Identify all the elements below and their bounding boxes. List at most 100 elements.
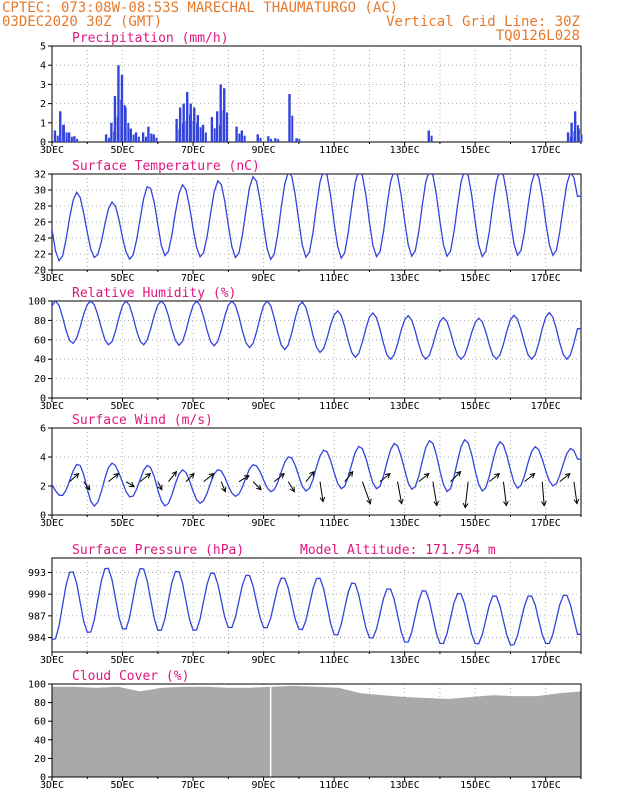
wind-arrow <box>185 473 195 483</box>
wind-arrow <box>397 481 403 504</box>
precip-bar <box>270 138 273 142</box>
precip-bar <box>277 139 280 142</box>
series-line <box>52 567 581 646</box>
precip-bar <box>123 105 126 142</box>
precip-bar <box>259 137 262 142</box>
precip-bar <box>576 125 579 142</box>
precip-bar <box>67 132 71 142</box>
y-tick-label: 20 <box>34 374 46 385</box>
wind-arrow <box>319 481 324 502</box>
wind-arrow-head <box>221 486 227 493</box>
x-tick-label: 13DEC <box>390 780 420 791</box>
precip-bar <box>178 129 181 142</box>
x-tick-label: 7DEC <box>181 518 205 529</box>
precip-bar <box>580 134 583 142</box>
wind-arrow-head <box>129 482 135 488</box>
precip-bar <box>76 138 79 142</box>
precip-bar <box>243 135 246 142</box>
y-tick-label: 100 <box>28 680 46 691</box>
precip-bar <box>213 128 216 142</box>
precip-bar <box>185 120 188 142</box>
precip-bar <box>573 131 576 142</box>
x-tick-label: 11DEC <box>319 780 349 791</box>
x-tick-label: 9DEC <box>252 145 276 156</box>
wind-arrow-head <box>398 498 404 505</box>
precip-bar <box>65 132 68 142</box>
precip-bar <box>201 124 205 142</box>
precip-bar <box>569 136 572 142</box>
precip-bar <box>104 134 108 142</box>
precip-bar <box>219 84 222 142</box>
header-date: 03DEC2020 30Z (GMT) <box>2 14 162 30</box>
x-tick-label: 15DEC <box>460 655 490 666</box>
y-tick-label: 0 <box>40 511 46 522</box>
panel-frame <box>51 45 582 143</box>
model-altitude: Model Altitude: 171.754 m <box>300 543 496 558</box>
precip-bar <box>192 120 195 142</box>
x-tick-label: 11DEC <box>319 401 349 412</box>
y-tick-label: 0 <box>40 394 46 405</box>
precip-bar <box>204 132 207 142</box>
precip-bar <box>70 136 73 142</box>
precip-bar <box>427 130 430 142</box>
y-tick-label: 22 <box>34 250 46 261</box>
precip-bar <box>256 134 259 142</box>
panel-title: Surface Pressure (hPa) <box>72 543 244 558</box>
precip-bar <box>150 133 153 142</box>
x-tick-label: 17DEC <box>531 145 561 156</box>
precip-bar <box>240 130 244 142</box>
header-line-1: CPTEC: 073:08W-08:53S MARECHAL THAUMATUR… <box>2 0 398 16</box>
wind-arrow-head <box>503 500 509 507</box>
y-tick-label: 990 <box>28 590 46 601</box>
y-tick-label: 32 <box>34 170 46 181</box>
precip-bar <box>196 122 199 142</box>
x-tick-label: 7DEC <box>181 780 205 791</box>
panel-frame <box>51 557 582 653</box>
wind-arrow <box>305 471 315 482</box>
wind-arrow <box>432 481 438 506</box>
wind-arrow <box>379 473 391 483</box>
y-tick-label: 40 <box>34 735 46 746</box>
wind-arrow-head <box>384 472 391 479</box>
x-tick-label: 11DEC <box>319 273 349 284</box>
x-tick-label: 15DEC <box>460 273 490 284</box>
wind-arrow-head <box>256 484 262 491</box>
y-tick-label: 1 <box>40 118 46 129</box>
y-tick-label: 40 <box>34 355 46 366</box>
x-tick-label: 5DEC <box>110 655 134 666</box>
y-tick-label: 2 <box>40 482 46 493</box>
wind-arrow-head <box>423 472 430 479</box>
y-tick-label: 0 <box>40 773 46 784</box>
y-tick-label: 4 <box>40 61 46 72</box>
precip-bar <box>291 115 294 142</box>
panel-4: 0 2 4 6 3DEC 5DEC 7DEC 9DEC 11DEC 13DEC 15DEC 17DEC… <box>40 413 582 529</box>
x-tick-label: 5DEC <box>110 401 134 412</box>
precip-bar <box>127 122 130 142</box>
y-tick-label: 26 <box>34 218 46 229</box>
x-tick-label: 5DEC <box>110 145 134 156</box>
header-grid-line: Vertical Grid Line: 30Z <box>386 14 580 30</box>
precip-bar <box>295 138 298 142</box>
x-tick-label: 9DEC <box>252 518 276 529</box>
panel-6: 0 20 40 60 80 100 3DEC 5DEC 7DEC 9DEC 11DEC 13DEC 15… <box>28 669 582 791</box>
x-tick-label: 11DEC <box>319 655 349 666</box>
wind-arrow-head <box>366 498 372 505</box>
header-model: TQ0126L028 <box>496 28 580 44</box>
x-tick-label: 13DEC <box>390 655 420 666</box>
y-tick-label: 20 <box>34 754 46 765</box>
cloud-area <box>52 685 581 777</box>
x-tick-label: 9DEC <box>252 401 276 412</box>
wind-arrow <box>238 475 250 483</box>
x-tick-label: 15DEC <box>460 780 490 791</box>
wind-arrow <box>139 473 151 483</box>
wind-arrow <box>418 473 430 483</box>
x-tick-label: 13DEC <box>390 518 420 529</box>
y-tick-label: 984 <box>28 633 46 644</box>
precip-bar <box>178 107 182 142</box>
precip-bar <box>210 117 214 142</box>
y-tick-label: 100 <box>28 297 46 308</box>
panel-1: 0 1 2 3 4 5 3DEC 5DEC 7DEC 9DEC 11DEC 13DEC 15DEC 17D… <box>40 31 583 156</box>
wind-arrow-head <box>494 472 501 479</box>
x-tick-label: 7DEC <box>181 145 205 156</box>
